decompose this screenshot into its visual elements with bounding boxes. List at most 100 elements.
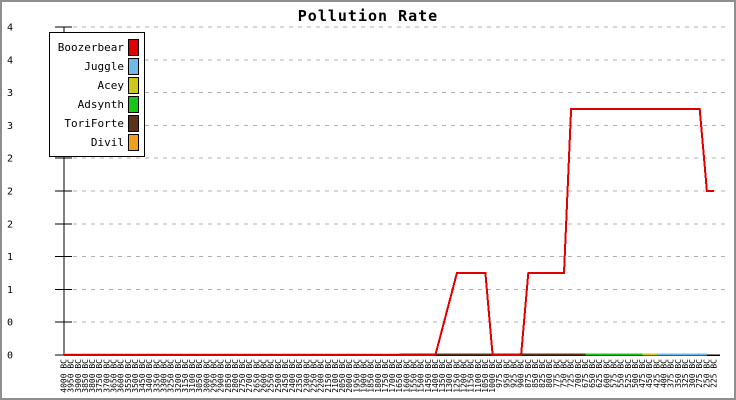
series-line-boozerbear [64, 108, 714, 356]
x-tick-label: 1950 BC [352, 359, 361, 393]
x-tick-label: 225 BC [710, 359, 719, 388]
x-tick-label: 1800 BC [374, 359, 383, 393]
x-tick-label: 425 BC [652, 359, 661, 388]
x-tick-label: 550 BC [617, 359, 626, 388]
x-tick-label: 625 BC [595, 359, 604, 388]
x-tick-label: 1450 BC [424, 359, 433, 393]
x-tick-label: 275 BC [695, 359, 704, 388]
x-tick-label: 600 BC [602, 359, 611, 388]
x-tick-label: 2050 BC [338, 359, 347, 393]
x-tick-label: 3050 BC [195, 359, 204, 393]
x-tick-label: 2400 BC [288, 359, 297, 393]
x-tick-label: 725 BC [567, 359, 576, 388]
x-tick-label: 3300 BC [160, 359, 169, 393]
x-tick-label: 650 BC [588, 359, 597, 388]
legend-swatch-acey [128, 76, 139, 94]
legend-label: Boozerbear [57, 40, 124, 54]
y-tick-label: 3 [7, 88, 13, 99]
x-tick-label: 3550 BC [124, 359, 133, 393]
legend-item-boozerbear: Boozerbear [50, 38, 139, 56]
x-tick-label: 975 BC [495, 359, 504, 388]
legend-item-adsynth: Adsynth [50, 95, 139, 113]
x-tick-label: 775 BC [552, 359, 561, 388]
x-tick-label: 2250 BC [310, 359, 319, 393]
x-tick-label: 2650 BC [252, 359, 261, 393]
x-tick-label: 2000 BC [345, 359, 354, 393]
x-tick-label: 3500 BC [131, 359, 140, 393]
x-tick-label: 2300 BC [302, 359, 311, 393]
x-tick-label: 3450 BC [138, 359, 147, 393]
x-tick-label: 900 BC [517, 359, 526, 388]
legend-label: Adsynth [77, 97, 124, 111]
x-tick-label: 500 BC [631, 359, 640, 388]
x-tick-label: 2850 BC [224, 359, 233, 393]
x-tick-label: 2950 BC [210, 359, 219, 393]
x-tick-label: 1850 BC [367, 359, 376, 393]
x-tick-label: 3650 BC [110, 359, 119, 393]
y-tick-label: 4 [7, 55, 13, 66]
legend-item-acey: Acey [50, 76, 139, 94]
x-tick-label: 2200 BC [317, 359, 326, 393]
x-tick-label: 375 BC [667, 359, 676, 388]
legend-item-toriforte: ToriForte [50, 114, 139, 132]
legend-swatch-adsynth [128, 95, 139, 113]
chart-title: Pollution Rate [297, 7, 439, 25]
x-tick-label: 3900 BC [74, 359, 83, 393]
x-tick-label: 2150 BC [324, 359, 333, 393]
x-tick-label: 950 BC [502, 359, 511, 388]
x-tick-label: 350 BC [674, 359, 683, 388]
x-tick-label: 700 BC [574, 359, 583, 388]
x-tick-label: 1000 BC [488, 359, 497, 393]
x-tick-label: 2450 BC [281, 359, 290, 393]
x-tick-label: 1650 BC [395, 359, 404, 393]
x-tick-label: 2750 BC [238, 359, 247, 393]
x-tick-label: 400 BC [660, 359, 669, 388]
y-tick-label: 3 [7, 121, 13, 132]
x-tick-label: 3700 BC [102, 359, 111, 393]
y-tick-label: 0 [7, 351, 13, 362]
x-tick-label: 2550 BC [267, 359, 276, 393]
x-tick-label: 2350 BC [295, 359, 304, 393]
x-tick-label: 825 BC [538, 359, 547, 388]
x-tick-label: 2700 BC [245, 359, 254, 393]
x-tick-label: 2100 BC [331, 359, 340, 393]
legend-label: Divil [90, 135, 124, 149]
legend-label: ToriForte [64, 116, 124, 130]
x-tick-label: 3750 BC [95, 359, 104, 393]
x-tick-label: 3150 BC [181, 359, 190, 393]
x-tick-label: 1700 BC [388, 359, 397, 393]
x-tick-label: 3950 BC [67, 359, 76, 393]
x-tick-label: 2800 BC [231, 359, 240, 393]
x-tick-label: 450 BC [645, 359, 654, 388]
x-tick-label: 925 BC [510, 359, 519, 388]
x-tick-label: 1900 BC [360, 359, 369, 393]
x-tick-label: 1500 BC [417, 359, 426, 393]
x-tick-label: 3000 BC [202, 359, 211, 393]
x-tick-label: 525 BC [624, 359, 633, 388]
x-tick-label: 1250 BC [452, 359, 461, 393]
x-tick-label: 3200 BC [174, 359, 183, 393]
legend-item-juggle: Juggle [50, 57, 139, 75]
x-tick-label: 575 BC [610, 359, 619, 388]
y-tick-label: 0 [7, 318, 13, 329]
x-tick-label: 250 BC [702, 359, 711, 388]
x-tick-label: 750 BC [560, 359, 569, 388]
x-tick-label: 4000 BC [60, 359, 69, 393]
x-tick-label: 2600 BC [260, 359, 269, 393]
y-tick-label: 2 [7, 187, 13, 198]
x-tick-label: 3600 BC [117, 359, 126, 393]
y-tick-label: 1 [7, 252, 13, 263]
x-tick-label: 1100 BC [474, 359, 483, 393]
legend-swatch-toriforte [128, 114, 139, 132]
x-tick-label: 850 BC [531, 359, 540, 388]
x-tick-label: 475 BC [638, 359, 647, 388]
legend-swatch-juggle [128, 57, 139, 75]
x-tick-label: 3800 BC [88, 359, 97, 393]
x-tick-label: 3850 BC [81, 359, 90, 393]
legend-label: Juggle [84, 59, 124, 73]
x-tick-label: 325 BC [681, 359, 690, 388]
legend-item-divil: Divil [50, 133, 139, 151]
